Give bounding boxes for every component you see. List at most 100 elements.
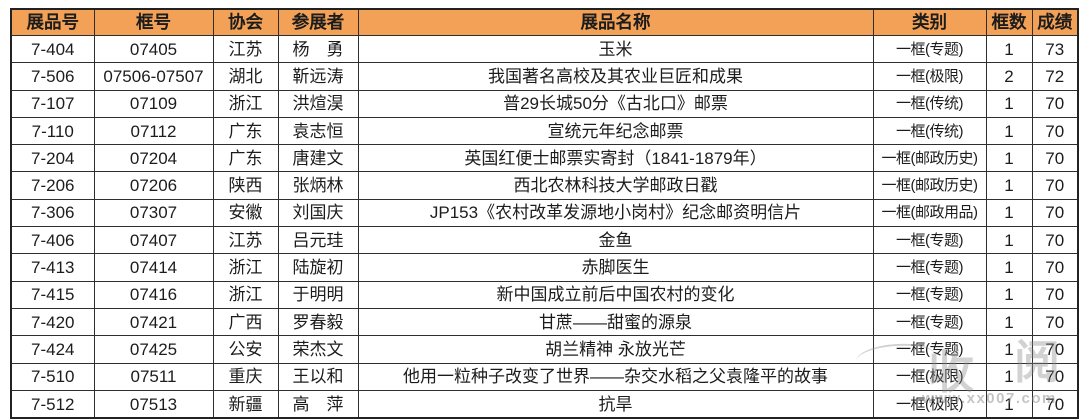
cell: 73 [1031, 34, 1079, 64]
cell: 7-110 [10, 116, 95, 146]
cell: 湖北 [212, 62, 279, 91]
cell: 英国红便士邮票实寄封（1841-1879年） [357, 144, 874, 173]
cell: 安徽 [212, 198, 279, 228]
cell: 07204 [93, 144, 214, 173]
header-row: 展品号 框号 协会 参展者 展品名称 类别 框数 成绩 [10, 8, 1079, 36]
cell: 广东 [212, 116, 279, 146]
cell: 浙江 [212, 280, 279, 309]
cell: 张炳林 [277, 171, 359, 200]
cell: 7-413 [10, 253, 95, 282]
cell: 07407 [93, 226, 214, 255]
table-row: 7-110 07112 广东 袁志恒 宣统元年纪念邮票 一框(传统) 1 70 [10, 116, 1079, 146]
cell: 一框(专题) [872, 226, 987, 255]
cell: 洪煊淏 [277, 89, 359, 118]
cell: 1 [985, 116, 1033, 146]
cell: 罗春毅 [277, 307, 359, 337]
cell: 07425 [93, 335, 214, 364]
cell: 7-420 [10, 307, 95, 337]
cell: 1 [985, 171, 1033, 200]
table-row: 7-206 07206 陕西 张炳林 西北农林科技大学邮政日戳 一框(邮政历史) 1 70 [10, 171, 1079, 200]
cell: 1 [985, 362, 1033, 391]
cell: 一框(传统) [872, 89, 987, 118]
cell: 07405 [93, 34, 214, 64]
cell: 1 [985, 89, 1033, 118]
cell: 70 [1031, 280, 1079, 309]
cell: 一框(专题) [872, 307, 987, 337]
cell: 江苏 [212, 34, 279, 64]
cell: 70 [1031, 171, 1079, 200]
cell: 一框(邮政历史) [872, 144, 987, 173]
table-row: 7-404 07405 江苏杨 勇玉米 一框(专题) 1 73 [10, 34, 1079, 64]
cell: 一框(专题) [872, 280, 987, 309]
column-header-2: 协会 [212, 8, 279, 36]
cell: 1 [985, 280, 1033, 309]
table-row: 7-107 07109 浙江 洪煊淏 普29长城50分《古北口》邮票 一框(传统) 1 70 [10, 89, 1079, 118]
cell: 陕西 [212, 171, 279, 200]
cell: 70 [1031, 362, 1079, 391]
table-row: 7-306 07307 安徽 刘国庆 JP153《农村改革发源地小岗村》纪念邮资明信片一… [10, 198, 1079, 228]
cell: 1 [985, 34, 1033, 64]
cell: 重庆 [212, 362, 279, 391]
cell: 公安 [212, 335, 279, 364]
cell: 07416 [93, 280, 214, 309]
cell: 2 [985, 62, 1033, 91]
cell: 70 [1031, 335, 1079, 364]
cell: 70 [1031, 253, 1079, 282]
column-header-0: 展品号 [10, 8, 95, 36]
table-row: 7-510 07511 重庆 王以和 他用一粒种子改变了世界——杂交水稻之父袁隆平的故事… [10, 362, 1079, 391]
cell: 70 [1031, 307, 1079, 337]
cell: 07109 [93, 89, 214, 118]
results-table-container: 展品号 框号 协会 参展者 展品名称 类别 框数 成绩 7-404 07405 江苏杨 勇玉米 一框… [10, 8, 1079, 419]
cell: JP153《农村改革发源地小岗村》纪念邮资明信片 [357, 198, 874, 228]
cell: 胡兰精神 永放光芒 [357, 335, 874, 364]
cell: 1 [985, 144, 1033, 173]
cell: 7-415 [10, 280, 95, 309]
cell: 浙江 [212, 89, 279, 118]
cell: 刘国庆 [277, 198, 359, 228]
cell: 7-107 [10, 89, 95, 118]
cell: 江苏 [212, 226, 279, 255]
table-body: 7-404 07405 江苏杨 勇玉米 一框(专题) 1 73 7-506 07506-075… [10, 34, 1079, 419]
cell: 07421 [93, 307, 214, 337]
column-header-7: 成绩 [1031, 8, 1079, 36]
cell: 荣杰文 [277, 335, 359, 364]
cell: 宣统元年纪念邮票 [357, 116, 874, 146]
table-row: 7-406 07407 江苏 吕元珪 金鱼 一框(专题) 1 70 [10, 226, 1079, 255]
cell: 7-204 [10, 144, 95, 173]
cell: 一框(极限) [872, 362, 987, 391]
cell: 浙江 [212, 253, 279, 282]
cell: 07206 [93, 171, 214, 200]
column-header-6: 框数 [985, 8, 1033, 36]
column-header-4: 展品名称 [357, 8, 874, 36]
cell: 赤脚医生 [357, 253, 874, 282]
table-row: 7-420 07421 广西 罗春毅 甘蔗——甜蜜的源泉 一框(专题) 1 70 [10, 307, 1079, 337]
cell: 07307 [93, 198, 214, 228]
cell: 他用一粒种子改变了世界——杂交水稻之父袁隆平的故事 [357, 362, 874, 391]
table-row: 7-204 07204 广东 唐建文 英国红便士邮票实寄封（1841-1879年） 一框(… [10, 144, 1079, 173]
cell: 广东 [212, 144, 279, 173]
cell: 70 [1031, 116, 1079, 146]
cell: 70 [1031, 144, 1079, 173]
cell: 7-206 [10, 171, 95, 200]
table-row: 7-424 07425 公安 荣杰文 胡兰精神 永放光芒 一框(专题) 1 70 [10, 335, 1079, 364]
cell: 甘蔗——甜蜜的源泉 [357, 307, 874, 337]
exhibition-results-table: 展品号 框号 协会 参展者 展品名称 类别 框数 成绩 7-404 07405 江苏杨 勇玉米 一框… [10, 8, 1079, 419]
cell: 广西 [212, 307, 279, 337]
cell: 一框(邮政历史) [872, 171, 987, 200]
cell: 70 [1031, 89, 1079, 118]
cell: 杨 勇 [277, 34, 359, 64]
cell: 一框(极限) [872, 62, 987, 91]
column-header-3: 参展者 [277, 8, 359, 36]
cell: 玉米 [357, 34, 874, 64]
cell: 金鱼 [357, 226, 874, 255]
cell: 07414 [93, 253, 214, 282]
cell: 72 [1031, 62, 1079, 91]
table-row: 7-506 07506-07507 湖北 靳远涛 我国著名高校及其农业巨匠和成果 一框(极… [10, 62, 1079, 91]
cell: 吕元珪 [277, 226, 359, 255]
table-row: 7-415 07416 浙江 于明明 新中国成立前后中国农村的变化 一框(专题) 1 70 [10, 280, 1079, 309]
cell: 袁志恒 [277, 116, 359, 146]
cell: 西北农林科技大学邮政日戳 [357, 171, 874, 200]
cell: 1 [985, 198, 1033, 228]
cell: 7-404 [10, 34, 95, 64]
cell: 陆旋初 [277, 253, 359, 282]
